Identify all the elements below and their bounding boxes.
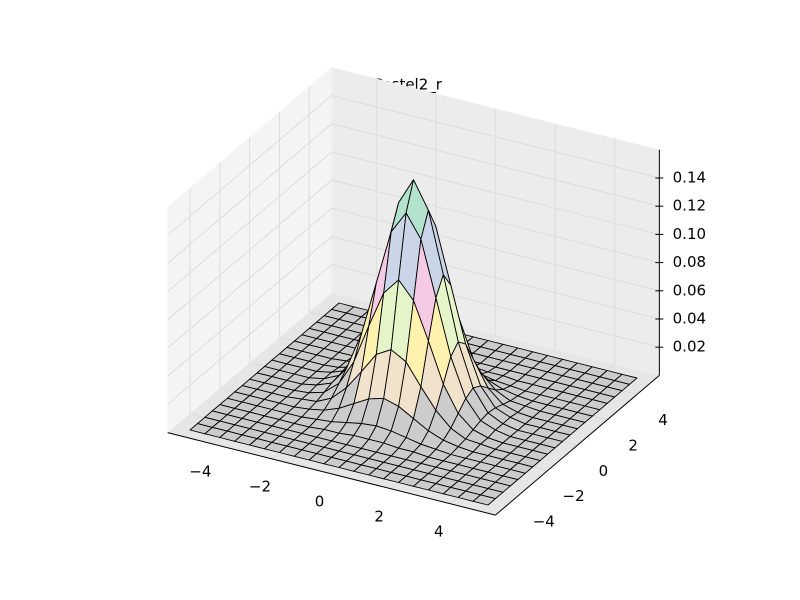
x-tick-label: −2 bbox=[249, 477, 271, 495]
y-tick-label: −4 bbox=[533, 513, 555, 531]
z-grid-line bbox=[167, 151, 660, 292]
z-tick-label: 0.06 bbox=[673, 281, 706, 299]
z-grid-line bbox=[167, 264, 660, 405]
z-tick-label: 0.12 bbox=[673, 197, 706, 215]
z-tick-label: 0.02 bbox=[673, 338, 706, 356]
y-tick-label: 2 bbox=[628, 436, 638, 454]
x-tick-label: 0 bbox=[315, 492, 325, 510]
x-tick-label: −4 bbox=[189, 462, 211, 480]
z-grid-line bbox=[167, 94, 660, 236]
x-tick-label: 4 bbox=[434, 522, 444, 540]
z-grid-line bbox=[167, 235, 660, 377]
z-tick-label: 0.10 bbox=[673, 225, 706, 243]
z-grid-line bbox=[167, 207, 660, 349]
y-tick-label: 4 bbox=[658, 411, 668, 429]
z-tick-label: 0.04 bbox=[673, 310, 706, 328]
y-tick-label: 0 bbox=[599, 462, 609, 480]
z-tick-label: 0.14 bbox=[673, 169, 706, 187]
surface-face bbox=[472, 494, 496, 506]
x-axis bbox=[167, 432, 496, 516]
z-tick-label: 0.08 bbox=[673, 253, 706, 271]
y-tick-label: −2 bbox=[563, 487, 585, 505]
z-grid-line bbox=[167, 123, 660, 264]
y-axis bbox=[495, 375, 660, 516]
z-grid-line bbox=[167, 179, 660, 321]
x-tick-label: 2 bbox=[374, 507, 384, 525]
